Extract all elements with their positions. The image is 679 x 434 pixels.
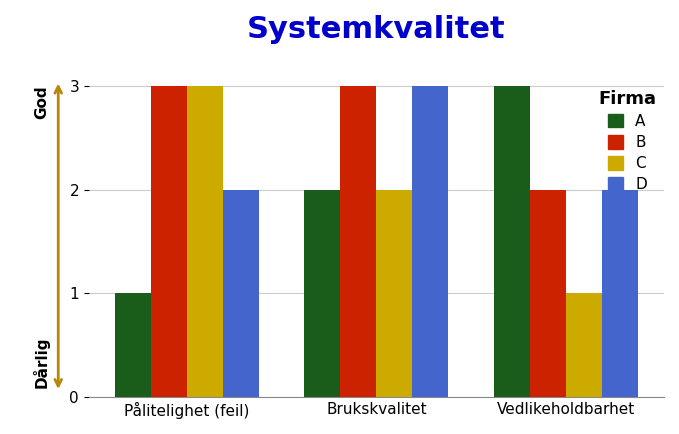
- Bar: [304, 190, 340, 397]
- Legend: A, B, C, D: A, B, C, D: [598, 90, 657, 192]
- Bar: [412, 86, 448, 397]
- Bar: [494, 86, 530, 397]
- Bar: [151, 86, 187, 397]
- Bar: [566, 293, 602, 397]
- Text: Dårlig: Dårlig: [33, 336, 50, 388]
- Title: Systemkvalitet: Systemkvalitet: [247, 15, 506, 44]
- Bar: [376, 190, 412, 397]
- Bar: [115, 293, 151, 397]
- Bar: [340, 86, 376, 397]
- Bar: [187, 86, 223, 397]
- Bar: [602, 190, 638, 397]
- Bar: [223, 190, 259, 397]
- Text: God: God: [34, 85, 49, 118]
- Bar: [530, 190, 566, 397]
